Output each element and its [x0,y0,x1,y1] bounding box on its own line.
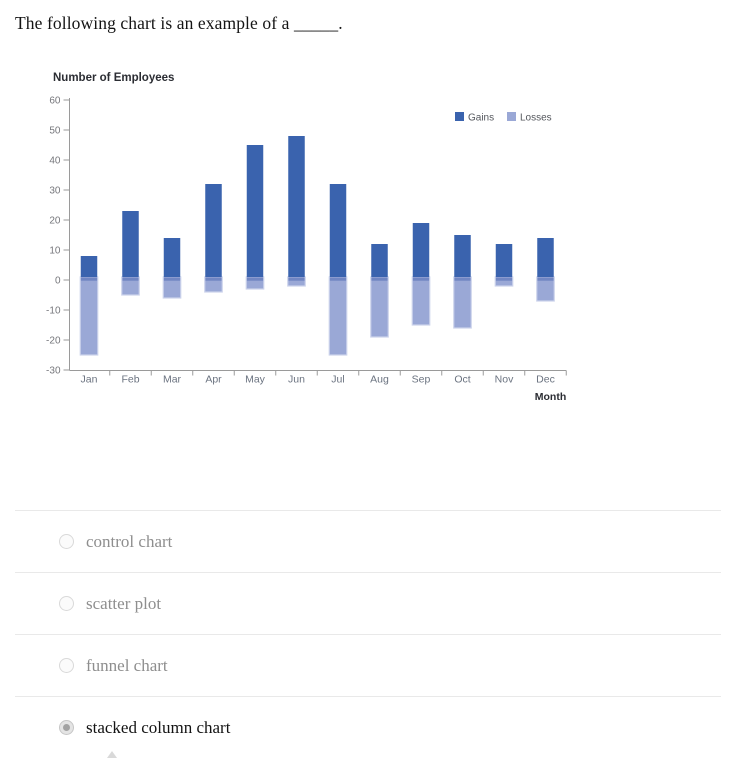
zero-overlap-band [163,277,181,281]
chart-title: Number of Employees [53,72,174,84]
radio-dot [63,724,70,731]
y-tick-label: -30 [46,366,61,377]
x-category-label: Oct [454,374,470,386]
option-row-funnel-chart[interactable]: funnel chart [15,634,721,696]
zero-overlap-band [205,277,222,281]
option-label: scatter plot [86,593,162,613]
x-category-label: Jul [331,374,344,386]
x-category-label: Sep [412,374,431,386]
losses-bar [411,276,431,326]
zero-overlap-band [80,277,98,281]
gains-bar [495,244,513,277]
legend-label-gains: Gains [468,113,494,124]
radio-button[interactable] [59,596,74,611]
option-row-scatter-plot[interactable]: scatter plot [15,572,721,634]
gains-bar [329,184,347,277]
option-label: control chart [86,531,173,551]
losses-bar [328,276,348,356]
stacked-column-chart: Number of Employees Gains Losses 60 50 40 30 20… [0,60,620,420]
zero-overlap-band [454,277,471,281]
zero-overlap-band [246,277,264,281]
radio-button[interactable] [59,658,74,673]
option-row-control-chart[interactable]: control chart [15,510,721,572]
option-label: stacked column chart [86,717,231,737]
legend-swatch-losses [507,112,516,121]
chart-canvas: Number of Employees Gains Losses 60 50 40 30 20… [46,72,567,403]
losses-bar [370,276,389,338]
zero-overlap-band [371,277,388,281]
x-category-label: Jun [288,374,305,386]
option-row-stacked-column-chart[interactable]: stacked column chart [15,696,721,758]
gains-bar [163,238,181,277]
x-category-label: Mar [163,374,182,386]
radio-button[interactable] [59,534,74,549]
radio-button-selected[interactable] [59,720,74,735]
y-tick-label: 60 [49,96,61,107]
x-category-label: Feb [121,374,139,386]
losses-bar [79,276,99,356]
caret-icon [107,751,117,758]
x-axis-title: Month [535,391,567,403]
y-tick-label: 40 [49,156,61,167]
gains-bar [205,184,222,277]
legend-swatch-gains [455,112,464,121]
gains-bar [412,223,430,277]
question-text: The following chart is an example of a _… [15,13,343,33]
zero-overlap-band [412,277,430,281]
y-tick-label: 20 [49,216,61,227]
answer-options-list: control chart scatter plot funnel chart sta… [0,510,736,758]
y-tick-label: -20 [46,336,61,347]
option-label: funnel chart [86,655,168,675]
y-tick-label: 50 [49,126,61,137]
gains-bar [537,238,554,277]
y-tick-label: 30 [49,186,61,197]
zero-overlap-band [537,277,554,281]
x-category-label: Jan [81,374,98,386]
losses-bar [453,276,472,329]
zero-overlap-band [495,277,513,281]
x-category-label: Aug [370,374,389,386]
legend-label-losses: Losses [520,113,552,124]
zero-overlap-band [122,277,139,281]
y-tick-label: 0 [55,276,61,287]
zero-overlap-band [288,277,305,281]
y-tick-label: 10 [49,246,61,257]
gains-bar [454,235,471,277]
gains-bar [122,211,139,277]
zero-overlap-band [329,277,347,281]
x-category-label: May [245,374,266,386]
gains-bar [288,136,305,277]
gains-bar [371,244,388,277]
y-tick-label: -10 [46,306,61,317]
x-category-label: Dec [536,374,555,386]
x-category-label: Nov [495,374,514,386]
gains-bar [80,256,98,277]
gains-bar [246,145,264,277]
x-category-label: Apr [205,374,222,386]
